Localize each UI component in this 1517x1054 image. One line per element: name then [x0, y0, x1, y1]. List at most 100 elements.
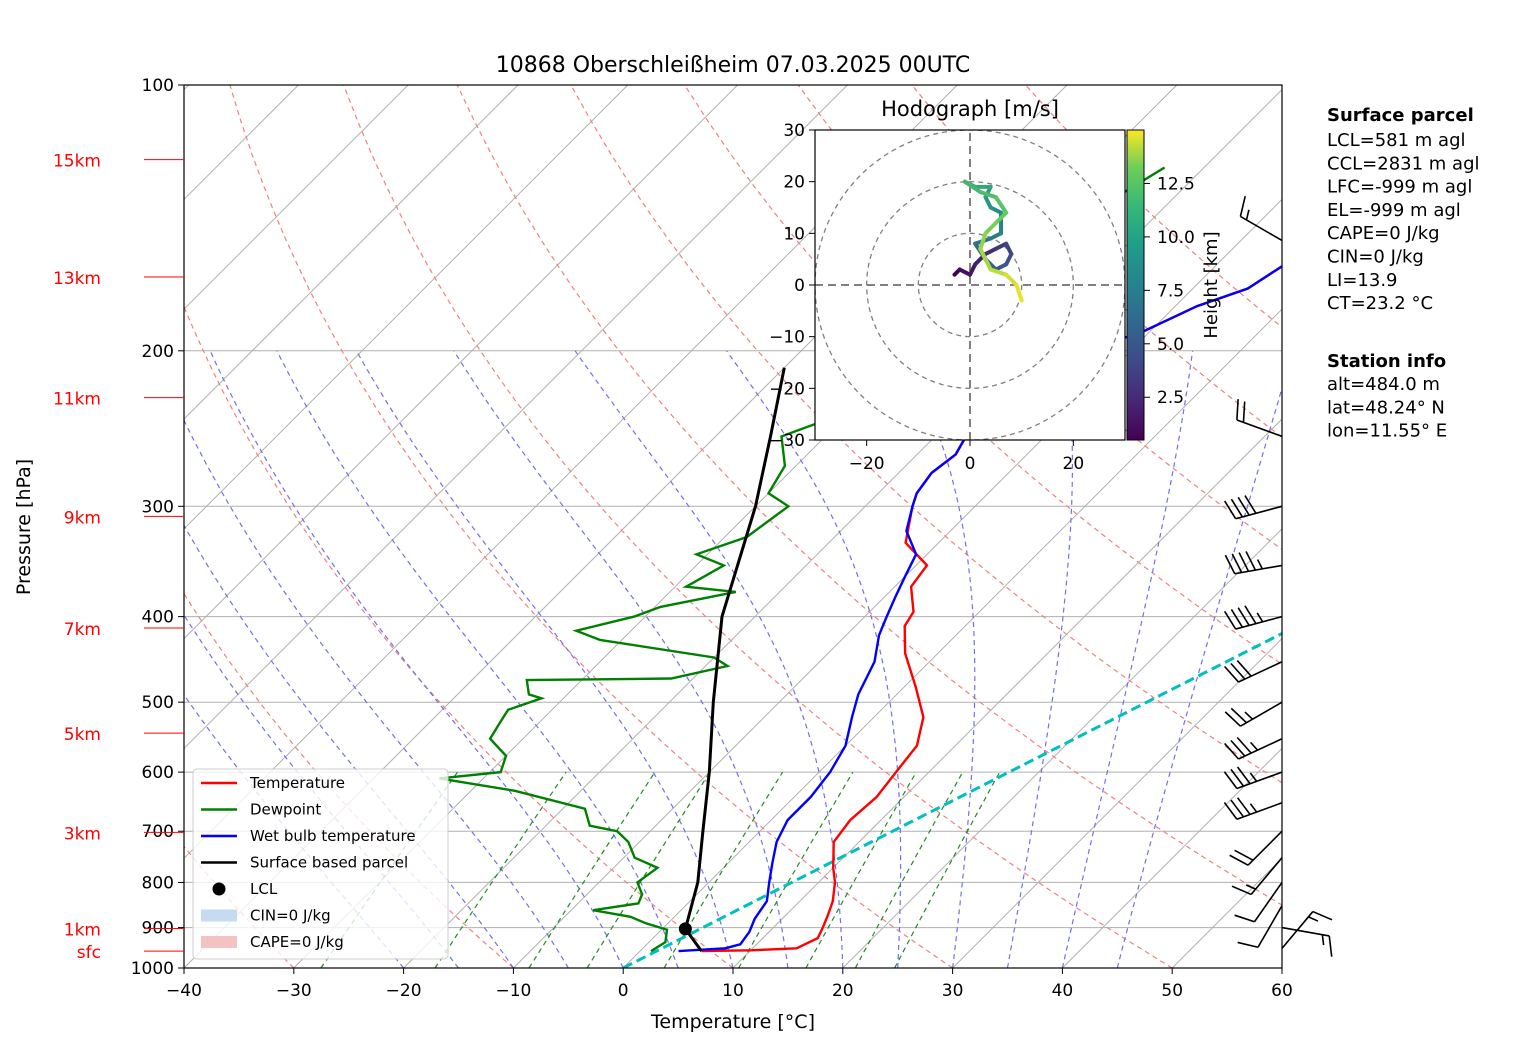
colorbar-tick-label: 7.5 [1157, 281, 1184, 301]
wind-barb-staff [1234, 564, 1283, 575]
y-tick-label: 100 [142, 76, 174, 96]
wind-barb-staff [1235, 615, 1283, 630]
surface-parcel-value: CAPE=0 J/kg [1327, 223, 1440, 244]
wind-barb-half-flag [1244, 711, 1254, 720]
surface-parcel-value: CIN=0 J/kg [1327, 247, 1424, 268]
isotherm-line [952, 637, 1282, 968]
station-info-value: lon=11.55° E [1327, 421, 1447, 442]
x-tick-label: −40 [166, 981, 202, 1001]
dry-adiabat-line [184, 305, 734, 968]
hodograph-title: Hodograph [m/s] [881, 97, 1059, 121]
surface-parcel-value: CCL=2831 m agl [1327, 153, 1480, 174]
height-label: 5km [64, 725, 101, 745]
wind-barb-flag [1230, 662, 1246, 680]
x-tick-label: 50 [1161, 981, 1183, 1001]
wind-barb-flag [1231, 553, 1243, 573]
wind-barb-flag [1236, 736, 1252, 754]
height-label: 9km [64, 508, 101, 528]
wind-barb-half-flag [1249, 772, 1258, 782]
wind-barb-staff [1253, 881, 1283, 923]
surface-parcel-value: LI=13.9 [1327, 270, 1398, 291]
height-label: 11km [53, 390, 101, 410]
wind-barb-flag [1224, 742, 1240, 760]
height-label: 1km [64, 920, 101, 940]
wind-barb-flag [1237, 607, 1250, 626]
x-tick-label: −20 [386, 981, 422, 1001]
hodograph-segment [962, 179, 983, 194]
mixing-ratio-line [738, 771, 854, 968]
moist-adiabat-line [276, 350, 679, 968]
hodograph-x-tick-label: 0 [965, 454, 976, 474]
colorbar-label: Height [km] [1201, 231, 1222, 338]
hodograph-segment [1014, 283, 1024, 303]
wind-barb-flag [1237, 496, 1250, 516]
lcl-marker [678, 922, 692, 936]
wind-barb-half-flag [1249, 741, 1259, 751]
isotherm-line [184, 85, 629, 530]
hodograph-y-tick-label: 20 [783, 173, 805, 193]
wind-barb-flag [1224, 665, 1240, 683]
height-label: 13km [53, 269, 101, 289]
isotherm-line [732, 418, 1282, 968]
x-tick-label: 0 [618, 981, 629, 1001]
colorbar-tick-label: 2.5 [1157, 388, 1184, 408]
moist-adiabat-line [726, 350, 902, 968]
y-tick-label: 1000 [131, 959, 174, 979]
isotherm-line [184, 85, 409, 310]
wind-barbs [1223, 195, 1333, 957]
hodograph-segment [993, 195, 1009, 215]
hodograph-trace [952, 179, 1024, 303]
hodograph-y-tick-label: 10 [783, 224, 805, 244]
surface-parcel-title: Surface parcel [1327, 105, 1474, 126]
wind-barb-staff [1257, 905, 1283, 948]
station-info-value: alt=484.0 m [1327, 374, 1440, 395]
wind-barb-staff [1236, 419, 1283, 438]
hodograph-x-tick-label: 20 [1063, 454, 1085, 474]
x-tick-label: 60 [1271, 981, 1293, 1001]
y-axis-label: Pressure [hPa] [13, 459, 35, 595]
wind-barb-half-flag [1256, 612, 1264, 623]
mixing-ratio-line [894, 771, 1001, 968]
wind-barb-half-flag [1245, 209, 1250, 221]
wind-barb-staff [1250, 857, 1283, 895]
colorbar [1126, 129, 1145, 441]
hodograph-segment [993, 210, 1009, 225]
wind-barb-flag [1242, 401, 1246, 423]
wind-barb-flag [1223, 801, 1238, 820]
station-info-value: lat=48.24° N [1327, 397, 1445, 418]
height-axis: 15km 13km 11km 9km 7km 5km 3km 1km sfc [53, 152, 184, 963]
wind-barb-flag [1223, 610, 1237, 630]
surface-parcel-value: EL=-999 m agl [1327, 200, 1461, 221]
mixing-ratio-line [805, 771, 917, 968]
legend-label: CAPE=0 J/kg [250, 933, 344, 951]
x-tick-label: 40 [1052, 981, 1074, 1001]
legend-label: Temperature [249, 774, 345, 792]
wind-barb-half-flag [1321, 934, 1325, 946]
x-tick-label: −30 [276, 981, 312, 1001]
legend: Temperature Dewpoint Wet bulb temperature S… [192, 768, 449, 960]
hodograph-axes: −20 0 20 −30 −20 −10 0 10 20 30 [769, 121, 1084, 474]
wind-barb-flag [1234, 914, 1255, 923]
moist-adiabat-line [453, 350, 789, 968]
mixing-ratio-line [586, 771, 711, 968]
wind-barb-half-flag [1249, 803, 1258, 813]
isotherm-line [622, 308, 1282, 968]
wind-barb-staff [1238, 738, 1283, 760]
legend-label: LCL [250, 880, 278, 898]
mixing-ratio-line [434, 771, 567, 968]
wind-barb-flag [1244, 495, 1257, 514]
y-tick-label: 800 [142, 873, 174, 893]
hodograph-segment [988, 267, 1009, 277]
y-tick-label: 200 [142, 342, 174, 362]
moist-adiabat-line [184, 524, 514, 968]
station-info-title: Station info [1327, 351, 1446, 372]
hodograph-segment [978, 246, 993, 272]
wind-barb-flag [1328, 935, 1333, 957]
hodograph-y-tick-label: 0 [794, 276, 805, 296]
y-tick-label: 300 [142, 497, 174, 517]
hodograph-y-tick-label: −20 [769, 379, 805, 399]
surface-parcel-value: LFC=-999 m agl [1327, 177, 1472, 198]
hodograph-x-tick-label: −20 [849, 454, 885, 474]
